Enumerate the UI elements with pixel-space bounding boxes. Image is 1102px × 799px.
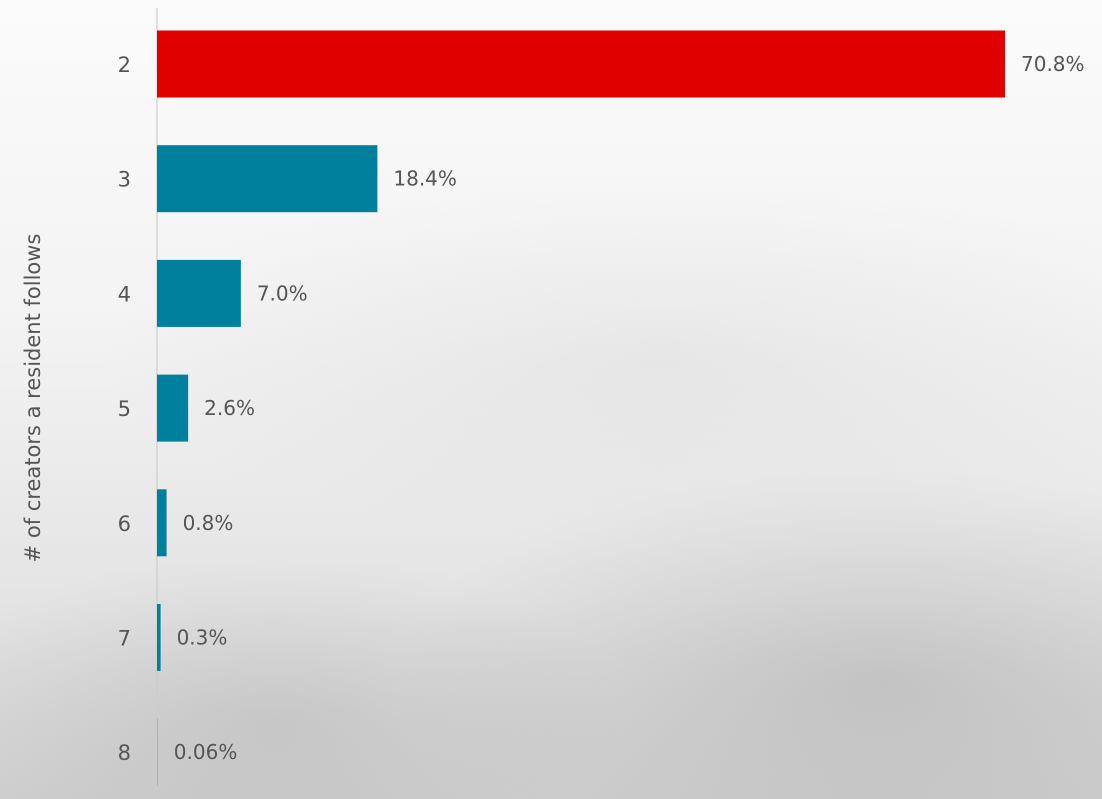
data-label: 0.3% <box>177 626 228 650</box>
bars-group: 2 70.8% 3 18.4% 4 7.0% 5 2.6% 6 0.8% 7 0.3% 8 0.06% <box>118 30 1085 786</box>
data-label: 2.6% <box>204 396 255 420</box>
data-label: 18.4% <box>393 167 457 191</box>
bar <box>157 374 189 442</box>
y-tick-label: 5 <box>118 397 131 421</box>
bar <box>157 30 1005 98</box>
y-tick-label: 4 <box>118 282 131 306</box>
bar <box>157 718 158 786</box>
bar <box>157 145 378 213</box>
bar <box>157 489 167 557</box>
data-label: 0.8% <box>183 511 234 535</box>
y-tick-label: 7 <box>118 627 131 651</box>
y-tick-label: 3 <box>118 168 131 192</box>
data-label: 7.0% <box>257 281 308 305</box>
bar <box>157 259 241 327</box>
y-tick-label: 6 <box>118 512 131 536</box>
data-label: 0.06% <box>174 740 238 764</box>
data-label: 70.8% <box>1021 52 1085 76</box>
bar <box>157 604 161 671</box>
y-tick-label: 8 <box>118 741 131 765</box>
y-axis-title: # of creators a resident follows <box>21 234 45 563</box>
y-tick-label: 2 <box>118 53 131 77</box>
